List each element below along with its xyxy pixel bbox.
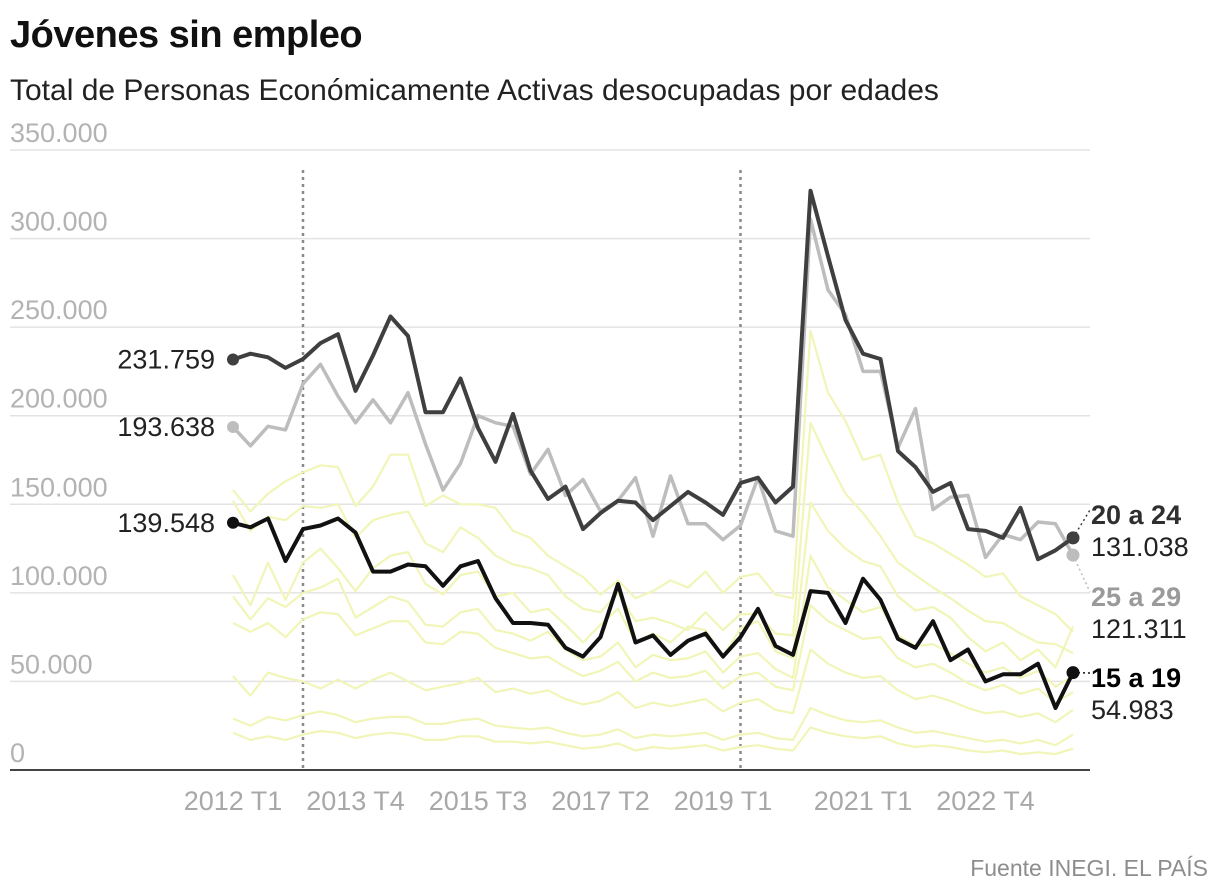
series-name-label: 25 a 29 (1091, 582, 1181, 612)
background-series-line (232, 421, 1074, 655)
series-end-label: 54.983 (1091, 695, 1174, 725)
x-tick-label: 2015 T3 (429, 786, 528, 816)
series-start-point (227, 353, 239, 366)
series-end-point (1066, 548, 1080, 562)
y-tick-label: 300.000 (10, 207, 108, 237)
x-tick-label: 2019 T1 (674, 786, 773, 816)
series-line-s25_29 (231, 217, 1075, 560)
y-tick-label: 200.000 (10, 384, 108, 414)
background-series-line (232, 726, 1074, 756)
x-tick-label: 2022 T4 (936, 786, 1035, 816)
chart-subtitle: Total de Personas Económicamente Activas… (10, 74, 939, 107)
series-line-s15_19 (232, 516, 1075, 710)
series-end-label: 131.038 (1091, 532, 1189, 562)
background-series-line (232, 648, 1074, 724)
x-tick-label: 2017 T2 (551, 786, 650, 816)
series-end-point (1066, 531, 1080, 545)
background-series-line (232, 604, 1074, 704)
y-tick-label: 350.000 (10, 118, 108, 148)
source-note: Fuente INEGI. EL PAÍS (970, 855, 1208, 881)
series-start-label: 139.548 (117, 508, 215, 538)
series-start-point (227, 516, 239, 529)
series-end-label: 121.311 (1091, 614, 1187, 644)
y-tick-label: 0 (10, 738, 25, 768)
y-tick-label: 150.000 (10, 472, 108, 502)
background-series-line (232, 554, 1074, 688)
y-tick-label: 100.000 (10, 561, 108, 591)
x-tick-label: 2021 T1 (814, 786, 913, 816)
background-series-line (232, 706, 1074, 747)
series-name-label: 20 a 24 (1091, 500, 1181, 530)
y-tick-label: 250.000 (10, 295, 108, 325)
chart-title: Jóvenes sin empleo (10, 14, 363, 56)
series-start-label: 193.638 (117, 412, 215, 442)
y-tick-label: 50.000 (10, 649, 93, 679)
series-name-label: 15 a 19 (1091, 663, 1181, 693)
series-start-point (227, 420, 239, 433)
background-series-line (232, 501, 1075, 669)
series-line-s20_24 (232, 188, 1075, 562)
x-tick-label: 2012 T1 (184, 786, 283, 816)
background-series-line (232, 329, 1074, 633)
x-tick-label: 2013 T4 (306, 786, 405, 816)
series-end-point (1066, 666, 1080, 680)
series-end-connector (1072, 554, 1091, 593)
series-start-label: 231.759 (117, 344, 215, 374)
